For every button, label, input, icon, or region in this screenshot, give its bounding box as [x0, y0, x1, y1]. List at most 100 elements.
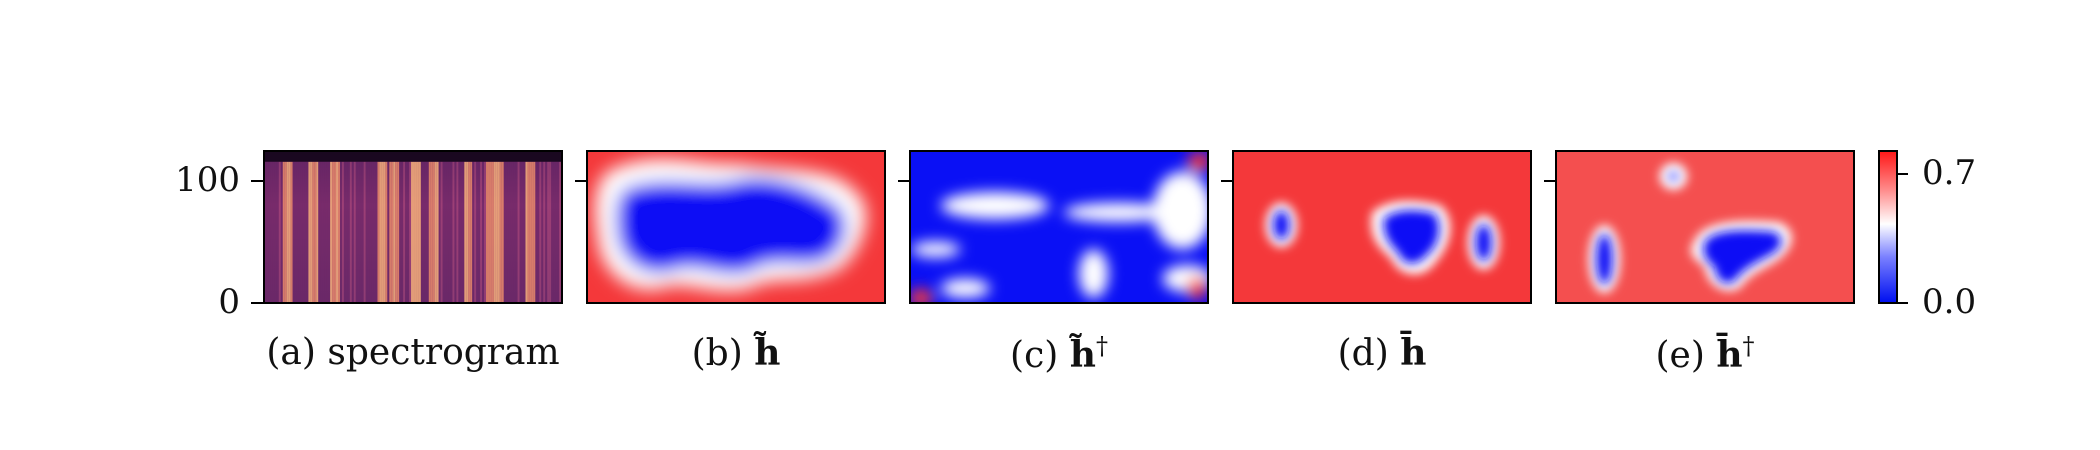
spectrogram-column — [458, 161, 461, 302]
spectrogram-column — [265, 161, 267, 302]
spectrogram-image — [265, 152, 561, 302]
spectrogram-column — [330, 161, 333, 302]
spectrogram-column — [486, 161, 488, 302]
caption-b-symbol: h̃ — [754, 332, 781, 374]
spectrogram-column — [537, 161, 540, 302]
spectrogram-column — [326, 161, 329, 302]
spectrogram-column — [385, 161, 388, 302]
spectrogram-column — [444, 161, 447, 302]
spectrogram-column — [409, 161, 412, 302]
ytick-label-100: 100 — [175, 160, 240, 200]
spectrogram-column — [507, 161, 510, 302]
spectrogram-column — [434, 161, 437, 302]
spectrogram-column — [310, 161, 313, 302]
spectrogram-column — [442, 161, 445, 302]
spectrogram-column — [399, 161, 402, 302]
spectrogram-column — [456, 161, 459, 302]
colorbar-tick-0.7 — [1898, 173, 1908, 175]
spectrogram-column — [535, 161, 538, 302]
spectrogram-column — [482, 161, 485, 302]
spectrogram-column — [413, 161, 415, 302]
spectrogram-column — [559, 161, 561, 302]
caption-c: (c) h̃† — [909, 332, 1209, 376]
ytick-0 — [251, 302, 263, 304]
spectrogram-column — [452, 161, 455, 302]
heatmap-panel-c — [909, 150, 1209, 304]
spectrogram-column — [347, 161, 350, 302]
spectrogram-column — [363, 161, 366, 302]
caption-c-prefix: (c) — [1010, 335, 1059, 376]
spectrogram-column — [266, 161, 269, 302]
spectrogram-column — [468, 161, 471, 302]
spectrogram-column — [274, 161, 277, 302]
spectrogram-column — [491, 161, 494, 302]
spectrogram-column — [343, 161, 346, 302]
spectrogram-column — [474, 161, 477, 302]
spectrogram-column — [499, 161, 502, 302]
spectrogram-column — [316, 161, 319, 302]
spectrogram-column — [361, 161, 364, 302]
spectrogram-column — [448, 161, 451, 302]
spectrogram-column — [351, 161, 354, 302]
spectrogram-column — [365, 161, 368, 302]
spectrogram-column — [308, 161, 311, 302]
spectrogram-column — [428, 161, 431, 302]
caption-e: (e) h̄† — [1555, 332, 1855, 376]
spectrogram-column — [349, 161, 352, 302]
spectrogram-column — [383, 161, 386, 302]
spectrogram-column — [288, 161, 291, 302]
spectrogram-column — [438, 161, 441, 302]
spectrogram-column — [497, 161, 500, 302]
spectrogram-column — [511, 161, 514, 302]
spectrogram-column — [282, 161, 285, 302]
ytick-label-0: 0 — [218, 282, 240, 322]
ytick-e — [1544, 180, 1555, 182]
spectrogram-column — [371, 161, 374, 302]
spectrogram-column — [523, 161, 526, 302]
spectrogram-column — [268, 161, 271, 302]
spectrogram-column — [272, 161, 275, 302]
spectrogram-column — [391, 161, 394, 302]
spectrogram-column — [557, 161, 560, 302]
spectrogram-column — [296, 161, 299, 302]
caption-d: (d) h̄ — [1232, 332, 1532, 374]
spectrogram-column — [373, 161, 376, 302]
caption-c-symbol: h̃ — [1069, 334, 1096, 376]
caption-d-prefix: (d) — [1337, 333, 1389, 374]
spectrogram-column — [302, 161, 305, 302]
spectrogram-column — [466, 161, 469, 302]
spectrogram-column — [341, 161, 344, 302]
spectrogram-column — [401, 161, 404, 302]
spectrogram-column — [416, 161, 419, 302]
spectrogram-column — [450, 161, 453, 302]
spectrogram-column — [336, 161, 339, 302]
heatmap-panel-d — [1232, 150, 1532, 304]
spectrogram-column — [547, 161, 550, 302]
spectrogram-column — [403, 161, 406, 302]
spectrogram-column — [414, 161, 417, 302]
spectrogram-column — [324, 161, 327, 302]
spectrogram-column — [432, 161, 435, 302]
spectrogram-column — [357, 161, 360, 302]
spectrogram-column — [345, 161, 348, 302]
spectrogram-column — [480, 161, 483, 302]
spectrogram-column — [493, 161, 496, 302]
spectrogram-column — [395, 161, 398, 302]
spectrogram-column — [549, 161, 552, 302]
ytick-d — [1221, 180, 1232, 182]
spectrogram-column — [476, 161, 479, 302]
caption-a-text: spectrogram — [327, 332, 560, 373]
caption-d-symbol: h̄ — [1400, 332, 1427, 374]
spectrogram-column — [387, 161, 390, 302]
colorbar-tick-0.0 — [1898, 302, 1908, 304]
spectrogram-column — [553, 161, 556, 302]
spectrogram-column — [284, 161, 287, 302]
spectrogram-column — [339, 161, 342, 302]
caption-e-symbol: h̄ — [1716, 334, 1743, 376]
spectrogram-column — [505, 161, 508, 302]
spectrogram-column — [280, 161, 283, 302]
caption-b-prefix: (b) — [691, 333, 743, 374]
spectrogram-column — [472, 161, 475, 302]
spectrogram-column — [539, 161, 542, 302]
spectrogram-column — [294, 161, 297, 302]
